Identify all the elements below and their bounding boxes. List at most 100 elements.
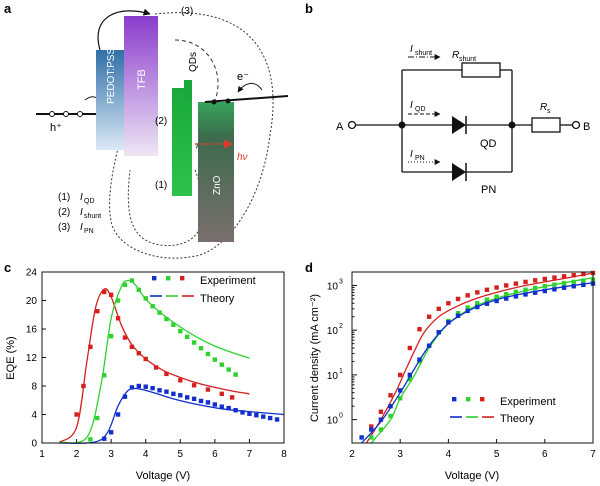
experiment-point-red (205, 387, 211, 392)
rshunt-label: R (452, 50, 459, 61)
experiment-point-blue (504, 296, 509, 301)
ishunt-label: I (410, 44, 413, 55)
experiment-point-blue (171, 391, 176, 397)
experiment-point-red (426, 314, 432, 319)
experiment-point-green (129, 278, 135, 283)
qd-label: QD (480, 138, 497, 150)
ipn-label: I (410, 149, 413, 160)
experiment-point-red (108, 292, 114, 297)
experiment-point-red (81, 383, 86, 389)
experiment-point-blue (129, 385, 135, 390)
legend-current: I (80, 207, 83, 218)
y-tick-label: 10 (327, 281, 339, 292)
experiment-point-blue (150, 385, 155, 391)
experiment-point-red (153, 365, 159, 370)
experiment-point-green (532, 285, 538, 291)
hole-dot (77, 111, 83, 117)
experiment-point-green (122, 282, 128, 288)
qd-diode (452, 116, 466, 134)
experiment-point-blue (475, 304, 480, 310)
experiment-point-red (378, 409, 384, 414)
hole-label: h⁺ (50, 122, 62, 134)
shunt-resistor (461, 62, 501, 78)
electron-label: e⁻ (237, 71, 249, 83)
legend-theory: Theory (500, 413, 535, 425)
y-tick-label: 4 (31, 410, 37, 421)
x-tick-label: 7 (247, 449, 253, 460)
qds-label: QDs (188, 52, 199, 72)
circuit-wires (356, 69, 572, 173)
experiment-point-red (164, 371, 169, 377)
experiment-point-blue (465, 308, 470, 314)
experiment-point-green (494, 294, 499, 299)
experiment-point-blue (198, 398, 204, 404)
experiment-point-green (212, 357, 218, 362)
experiment-point-blue (185, 395, 190, 400)
y-tick-exponent: 2 (339, 323, 343, 330)
experiment-point-blue (523, 292, 528, 297)
node (398, 121, 406, 129)
experiment-point-green (465, 305, 470, 310)
experiment-point-red (581, 271, 586, 277)
theory-line-blue (59, 387, 285, 444)
series-resistor (531, 117, 561, 133)
experiment-point-green (398, 396, 403, 401)
experiment-point-green (102, 373, 107, 378)
band-legend: (1) I QD (2) I shunt (3) I PN (58, 192, 101, 235)
x-tick-label: 3 (108, 449, 114, 460)
experiment-point-green (219, 362, 224, 367)
iqd-sub: QD (415, 106, 426, 113)
experiment-point-blue (426, 343, 432, 348)
chart-c-ylabel: EQE (%) (5, 336, 17, 379)
experiment-point-green (542, 284, 547, 289)
experiment-point-green (88, 437, 93, 442)
pn-label: PN (481, 184, 496, 196)
experiment-point-red (455, 296, 461, 302)
terminal-b-label: B (583, 121, 590, 133)
y-tick-exponent: 0 (339, 413, 343, 420)
experiment-point-blue (233, 408, 238, 413)
chart-d-ylabel: Current density (mA cm⁻²) (309, 294, 321, 422)
experiment-point-blue (552, 287, 557, 292)
y-tick-label: 12 (26, 353, 38, 364)
x-tick-label: 7 (590, 449, 596, 460)
experiment-point-blue (247, 411, 252, 416)
experiment-point-red (178, 378, 183, 383)
experiment-point-blue (359, 435, 364, 440)
experiment-point-red (388, 393, 393, 398)
experiment-point-blue (115, 412, 121, 417)
experiment-point-blue (494, 298, 499, 304)
experiment-point-red (229, 395, 235, 400)
legend-subscript: PN (84, 228, 94, 235)
experiment-point-green (233, 372, 238, 377)
experiment-point-red (475, 290, 480, 295)
experiment-point-blue (219, 404, 224, 409)
experiment-point-blue (378, 417, 384, 422)
experiment-point-green (475, 301, 480, 306)
hole-injection-arrow (97, 8, 151, 51)
pedot-layer (96, 50, 124, 150)
chart-c-series (58, 278, 285, 444)
y-tick-label: 24 (26, 268, 38, 279)
experiment-point-blue (542, 288, 547, 294)
y-tick-label: 10 (327, 416, 339, 427)
cathode-level (204, 95, 289, 103)
pn-diode (452, 163, 466, 181)
experiment-point-green (484, 297, 490, 302)
chart-c-frame (41, 271, 285, 444)
theory-line-red (365, 272, 594, 444)
rs-label: R (540, 102, 547, 113)
experiment-point-blue (102, 436, 107, 441)
experiment-point-blue (484, 301, 490, 306)
qd-layer (172, 88, 192, 196)
chart-d-series (359, 270, 596, 444)
experiment-point-red (398, 372, 403, 378)
experiment-point-blue (513, 294, 519, 299)
y-tick-label: 0 (31, 439, 37, 450)
experiment-point-red (95, 308, 100, 314)
legend-marker (152, 276, 157, 281)
experiment-point-green (523, 287, 528, 292)
experiment-point-blue (561, 285, 567, 290)
